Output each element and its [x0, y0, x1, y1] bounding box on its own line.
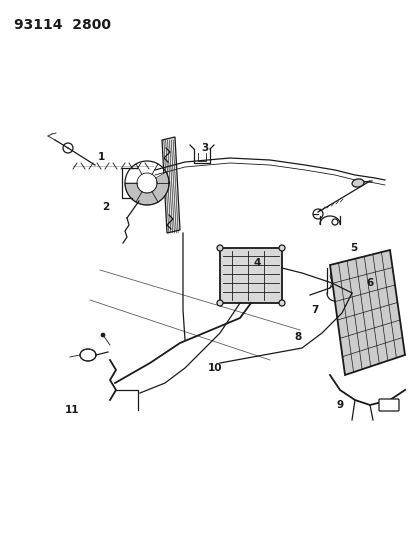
Text: 9: 9: [336, 400, 343, 410]
Polygon shape: [329, 250, 404, 375]
Text: 8: 8: [294, 332, 301, 342]
Text: 2: 2: [102, 202, 109, 212]
Circle shape: [278, 245, 284, 251]
Circle shape: [216, 245, 223, 251]
FancyBboxPatch shape: [219, 248, 281, 303]
Polygon shape: [161, 137, 180, 233]
Text: 6: 6: [366, 278, 373, 288]
Text: 5: 5: [349, 243, 357, 253]
Text: 11: 11: [64, 405, 79, 415]
Text: 3: 3: [201, 143, 208, 153]
Circle shape: [278, 300, 284, 306]
Text: 10: 10: [207, 363, 222, 373]
Text: 4: 4: [253, 258, 260, 268]
Wedge shape: [125, 172, 169, 205]
Circle shape: [101, 333, 105, 337]
FancyBboxPatch shape: [378, 399, 398, 411]
Circle shape: [216, 300, 223, 306]
Text: 7: 7: [311, 305, 318, 315]
Ellipse shape: [351, 179, 363, 187]
Text: 1: 1: [97, 152, 104, 162]
Text: 93114  2800: 93114 2800: [14, 18, 111, 32]
